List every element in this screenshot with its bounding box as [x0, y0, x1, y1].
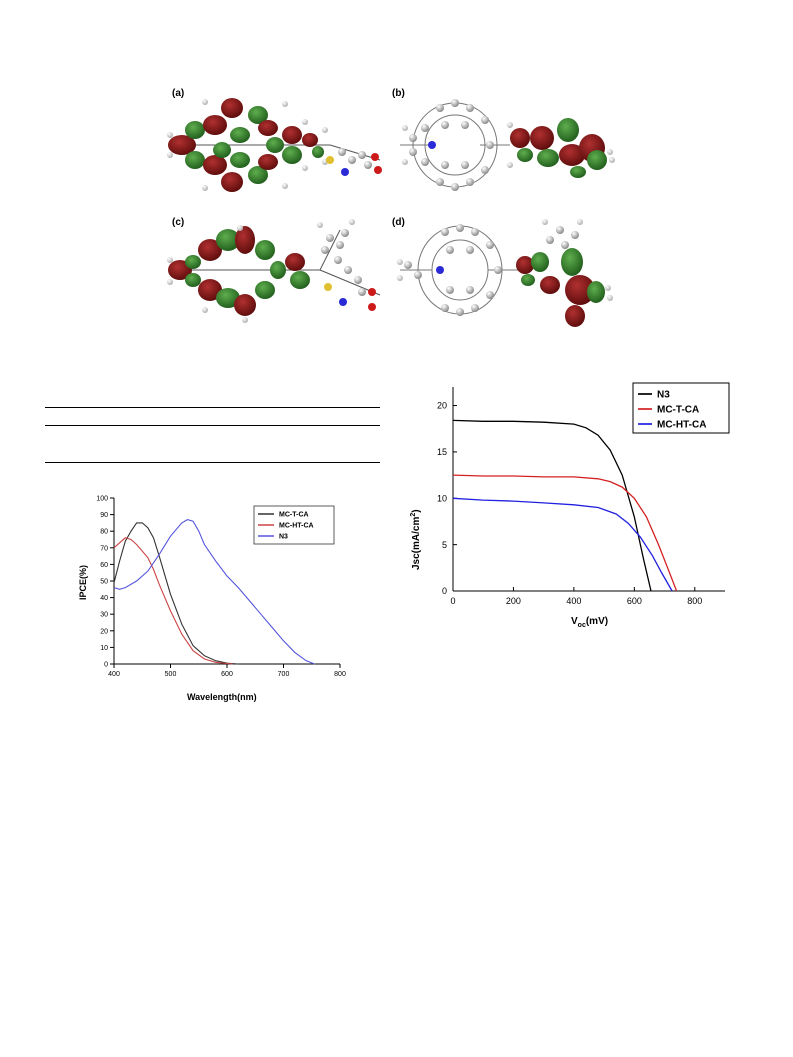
jv-x-tick-label: 400 — [566, 596, 581, 606]
jv-legend-label: N3 — [657, 390, 670, 401]
ipce-y-tick-label: 20 — [100, 628, 108, 635]
ipce-legend-label: MC-HT-CA — [279, 522, 314, 529]
ipce-chart: 400 500 600 700 800 0 10 20 30 40 50 60 70 80 90 100 MC… — [78, 495, 346, 702]
jv-y-tick-label: 10 — [437, 493, 447, 503]
table-header-rule — [45, 425, 380, 426]
jv-y-tick-label: 15 — [437, 447, 447, 457]
panel-label-d: (d) — [392, 217, 405, 228]
ipce-x-tick-label: 700 — [278, 671, 290, 678]
jv-x-tick-label: 800 — [687, 596, 702, 606]
jv-y-axis-label: Jsc(mA/cm2) — [410, 509, 422, 570]
jv-x-tick-label: 0 — [450, 596, 455, 606]
ipce-x-axis-label: Wavelength(nm) — [187, 692, 257, 702]
ipce-series-mc-ht-ca — [113, 537, 233, 665]
ipce-y-tick-label: 70 — [100, 545, 108, 552]
panel-label-b: (b) — [392, 88, 405, 99]
ipce-y-tick-label: 0 — [104, 661, 108, 668]
ipce-y-tick-label: 90 — [100, 512, 108, 519]
jv-y-tick-label: 5 — [442, 540, 447, 550]
table-bottom-rule — [45, 462, 380, 463]
jv-legend-label: MC-T-CA — [657, 405, 699, 416]
jv-legend: N3 MC-T-CA MC-HT-CA — [632, 382, 730, 434]
ipce-x-tick-label: 500 — [165, 671, 177, 678]
molecule-b — [400, 99, 615, 191]
molecule-c — [167, 219, 381, 323]
jv-x-axis-label: Voc(mV) — [571, 616, 608, 629]
jv-series-mc-ht-ca — [452, 497, 673, 592]
jv-series-n3 — [452, 419, 652, 592]
jv-x-tick-label: 600 — [627, 596, 642, 606]
ipce-y-tick-label: 50 — [100, 578, 108, 585]
ipce-legend: MC-T-CA MC-HT-CA N3 — [253, 505, 335, 545]
ipce-legend-label: MC-T-CA — [279, 511, 309, 518]
ipce-y-tick-label: 100 — [96, 495, 108, 502]
ipce-x-tick-label: 800 — [334, 671, 346, 678]
molecule-a — [167, 98, 382, 192]
jv-y-tick-label: 20 — [437, 401, 447, 411]
table-top-rule — [45, 407, 380, 408]
jv-x-tick-label: 200 — [506, 596, 521, 606]
ipce-y-tick-label: 80 — [100, 529, 108, 536]
panel-label-a: (a) — [172, 88, 185, 99]
molecule-d — [397, 219, 613, 327]
jv-legend-label: MC-HT-CA — [657, 420, 706, 431]
orbital-molecules-graphic — [167, 98, 615, 327]
ipce-legend-label: N3 — [279, 533, 288, 540]
panel-label-c: (c) — [172, 217, 185, 228]
ipce-x-tick-label: 600 — [221, 671, 233, 678]
ipce-x-tick-label: 400 — [108, 671, 120, 678]
ipce-series-mc-t-ca — [113, 522, 239, 665]
jv-y-tick-label: 0 — [442, 586, 447, 596]
ipce-y-tick-label: 60 — [100, 562, 108, 569]
ipce-y-tick-label: 30 — [100, 612, 108, 619]
ipce-series-n3 — [113, 519, 315, 665]
ipce-y-tick-label: 40 — [100, 595, 108, 602]
ipce-y-axis-label: IPCE(%) — [78, 565, 88, 600]
ipce-y-tick-label: 10 — [100, 645, 108, 652]
jv-series-mc-t-ca — [452, 474, 678, 592]
